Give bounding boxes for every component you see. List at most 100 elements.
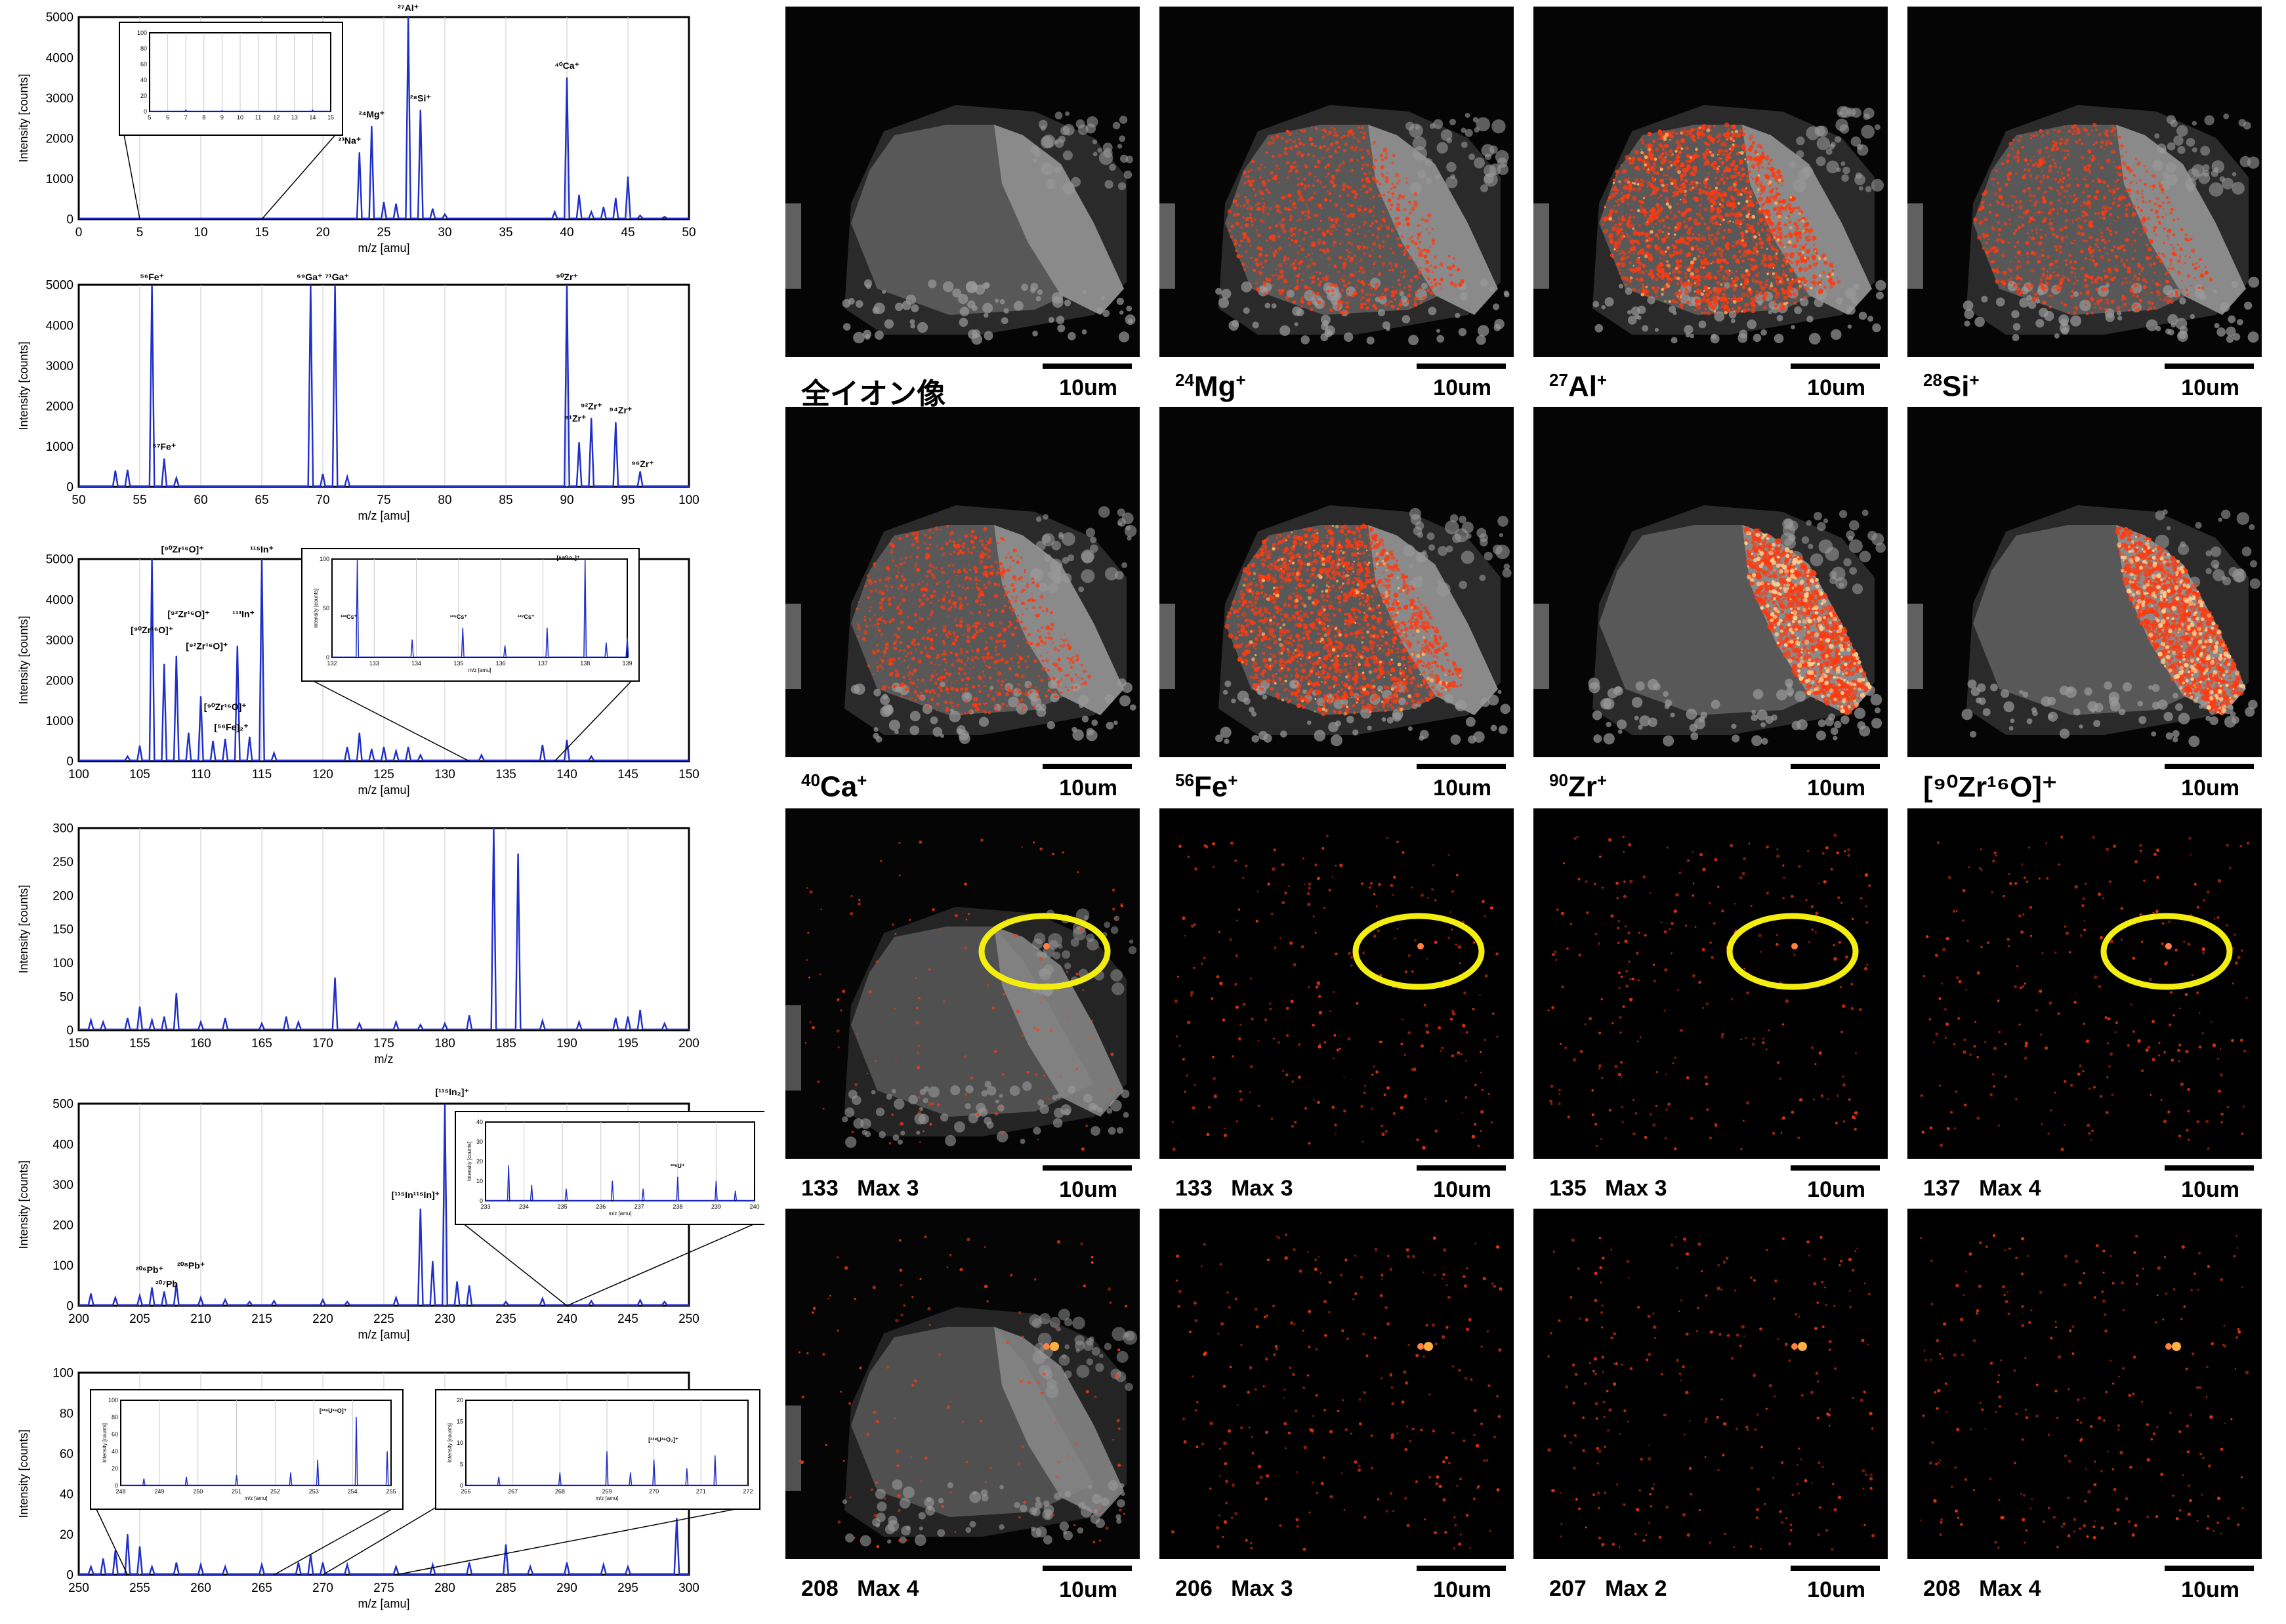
image-caption: 206 Max 3 10um xyxy=(1159,1562,1514,1621)
y-tick-label: 300 xyxy=(52,822,73,836)
scale-bar xyxy=(1417,764,1506,769)
x-tick-label: 150 xyxy=(678,768,699,781)
peak-point xyxy=(322,1299,323,1301)
image-caption: 90Zr+ 10um xyxy=(1533,760,1888,819)
highlight-ring xyxy=(1726,913,1859,990)
spectrum-panel: 0 5 10 15 20 25 30 35 40 45 5001000200030004000500… xyxy=(17,3,696,255)
peak-point xyxy=(356,558,358,560)
scale-bar-label: 10um xyxy=(1059,776,1117,801)
image-label: 56Fe+ xyxy=(1175,770,1238,803)
peak-point xyxy=(627,1016,629,1018)
spectrum-trace xyxy=(79,827,689,1030)
x-axis-label: m/z [amu] xyxy=(358,1328,409,1341)
x-tick-label: 271 xyxy=(696,1488,706,1495)
peak-point xyxy=(591,211,592,213)
peak-point xyxy=(249,736,250,738)
peak-point xyxy=(346,1564,348,1566)
x-tick-label: 234 xyxy=(519,1203,529,1210)
x-tick-label: 8 xyxy=(202,114,205,121)
peak-point xyxy=(346,1301,348,1302)
x-tick-label: 238 xyxy=(673,1203,682,1210)
y-axis-label: Intensity [counts] xyxy=(447,1423,453,1463)
x-tick-label: 140 xyxy=(556,768,577,781)
peak-point xyxy=(566,739,568,741)
peak-point xyxy=(127,1533,128,1535)
y-tick-label: 30 xyxy=(476,1138,483,1145)
scale-bar xyxy=(2165,364,2254,369)
y-tick-label: 80 xyxy=(112,1414,118,1421)
peak-annotation: ⁵⁷Fe⁺ xyxy=(152,442,176,452)
peak-annotation: ¹¹³In⁺ xyxy=(232,608,255,619)
scale-bar xyxy=(1043,764,1132,769)
scale-bar xyxy=(2165,1566,2254,1571)
x-tick-label: 255 xyxy=(129,1581,150,1595)
image-label: 137 Max 4 xyxy=(1923,1176,2041,1201)
peak-point xyxy=(566,284,568,285)
x-tick-label: 155 xyxy=(129,1037,150,1051)
y-tick-label: 5 xyxy=(460,1461,463,1468)
x-tick-label: 25 xyxy=(377,226,390,239)
image-caption: 133 Max 3 10um xyxy=(1159,1161,1514,1220)
x-tick-label: 225 xyxy=(373,1312,394,1326)
y-axis-label: Intensity [counts] xyxy=(102,1423,108,1463)
spectrum-panel: 50 55 60 65 70 75 80 85 90 95 10001000200030004000… xyxy=(17,272,699,522)
y-tick-label: 0 xyxy=(144,108,147,115)
y-tick-label: 0 xyxy=(115,1482,118,1489)
image-caption: 135 Max 3 10um xyxy=(1533,1161,1888,1220)
x-tick-label: 138 xyxy=(580,660,590,667)
peak-point xyxy=(224,1566,226,1568)
y-tick-label: 1000 xyxy=(46,173,73,186)
x-tick-label: 0 xyxy=(75,226,83,239)
peak-annotation: ²⁰⁸Pb⁺ xyxy=(177,1260,205,1271)
peak-point xyxy=(542,1298,543,1299)
scale-bar-label: 10um xyxy=(1059,1177,1117,1202)
image-caption: 28Si+ 10um xyxy=(1907,360,2262,419)
y-tick-label: 50 xyxy=(60,990,73,1004)
peak-annotation: [²³⁸U¹⁶O]⁺ xyxy=(320,1407,347,1414)
peak-point xyxy=(127,756,128,757)
y-tick-label: 100 xyxy=(320,556,329,562)
image-label: 28Si+ xyxy=(1923,370,1980,403)
y-tick-label: 100 xyxy=(52,1259,73,1273)
x-tick-label: 250 xyxy=(193,1488,203,1495)
spectrum-panel: 100 105 110 115 120 125 130 135 140 145 1500100020… xyxy=(17,544,699,797)
peak-point xyxy=(163,1016,165,1018)
image-caption: 207 Max 2 10um xyxy=(1533,1562,1888,1621)
peak-point xyxy=(346,476,348,478)
peak-point xyxy=(420,1024,421,1026)
y-tick-label: 0 xyxy=(326,654,329,661)
x-tick-label: 235 xyxy=(558,1203,568,1210)
peak-annotation: [¹¹⁵In¹¹⁵In]⁺ xyxy=(392,1190,440,1200)
y-tick-label: 5000 xyxy=(46,553,73,567)
y-axis-label: Intensity [counts] xyxy=(17,1160,30,1249)
image-label: [⁹⁰Zr¹⁶O]⁺ xyxy=(1923,771,2058,803)
grain-shape xyxy=(1973,525,2216,715)
spectrum-trace xyxy=(79,558,689,761)
x-tick-label: 270 xyxy=(312,1581,333,1595)
x-tick-label: 80 xyxy=(438,493,451,507)
peak-point xyxy=(664,1301,665,1302)
peak-point xyxy=(310,284,311,285)
x-tick-label: 251 xyxy=(232,1488,241,1495)
image-caption: 56Fe+ 10um xyxy=(1159,760,1514,819)
y-tick-label: 300 xyxy=(52,1178,73,1192)
peak-annotation: [²³⁸U¹⁶O₂]⁺ xyxy=(648,1436,678,1443)
x-tick-label: 75 xyxy=(377,493,390,507)
x-tick-label: 10 xyxy=(237,114,243,121)
image-label: 40Ca+ xyxy=(801,770,867,803)
y-tick-label: 0 xyxy=(66,755,73,769)
y-tick-label: 20 xyxy=(140,93,147,99)
x-tick-label: 105 xyxy=(129,768,150,781)
ion-image xyxy=(1533,1209,1888,1559)
x-tick-label: 13 xyxy=(291,114,298,121)
y-tick-label: 100 xyxy=(52,957,73,970)
peak-point xyxy=(735,1190,736,1192)
peak-point xyxy=(715,1180,717,1182)
x-tick-label: 11 xyxy=(255,114,261,121)
peak-annotation: [⁵⁶Fe]₂⁺ xyxy=(214,722,248,732)
peak-annotation: ²⁰⁷Pb xyxy=(156,1278,178,1289)
spectrum-panel: 250 255 260 265 270 275 280 285 290 295 300 0 20 40 60… xyxy=(17,1367,760,1610)
scale-bar-label: 10um xyxy=(1807,375,1865,400)
scale-bar-label: 10um xyxy=(1059,1577,1117,1602)
grain-shape xyxy=(851,525,1094,715)
